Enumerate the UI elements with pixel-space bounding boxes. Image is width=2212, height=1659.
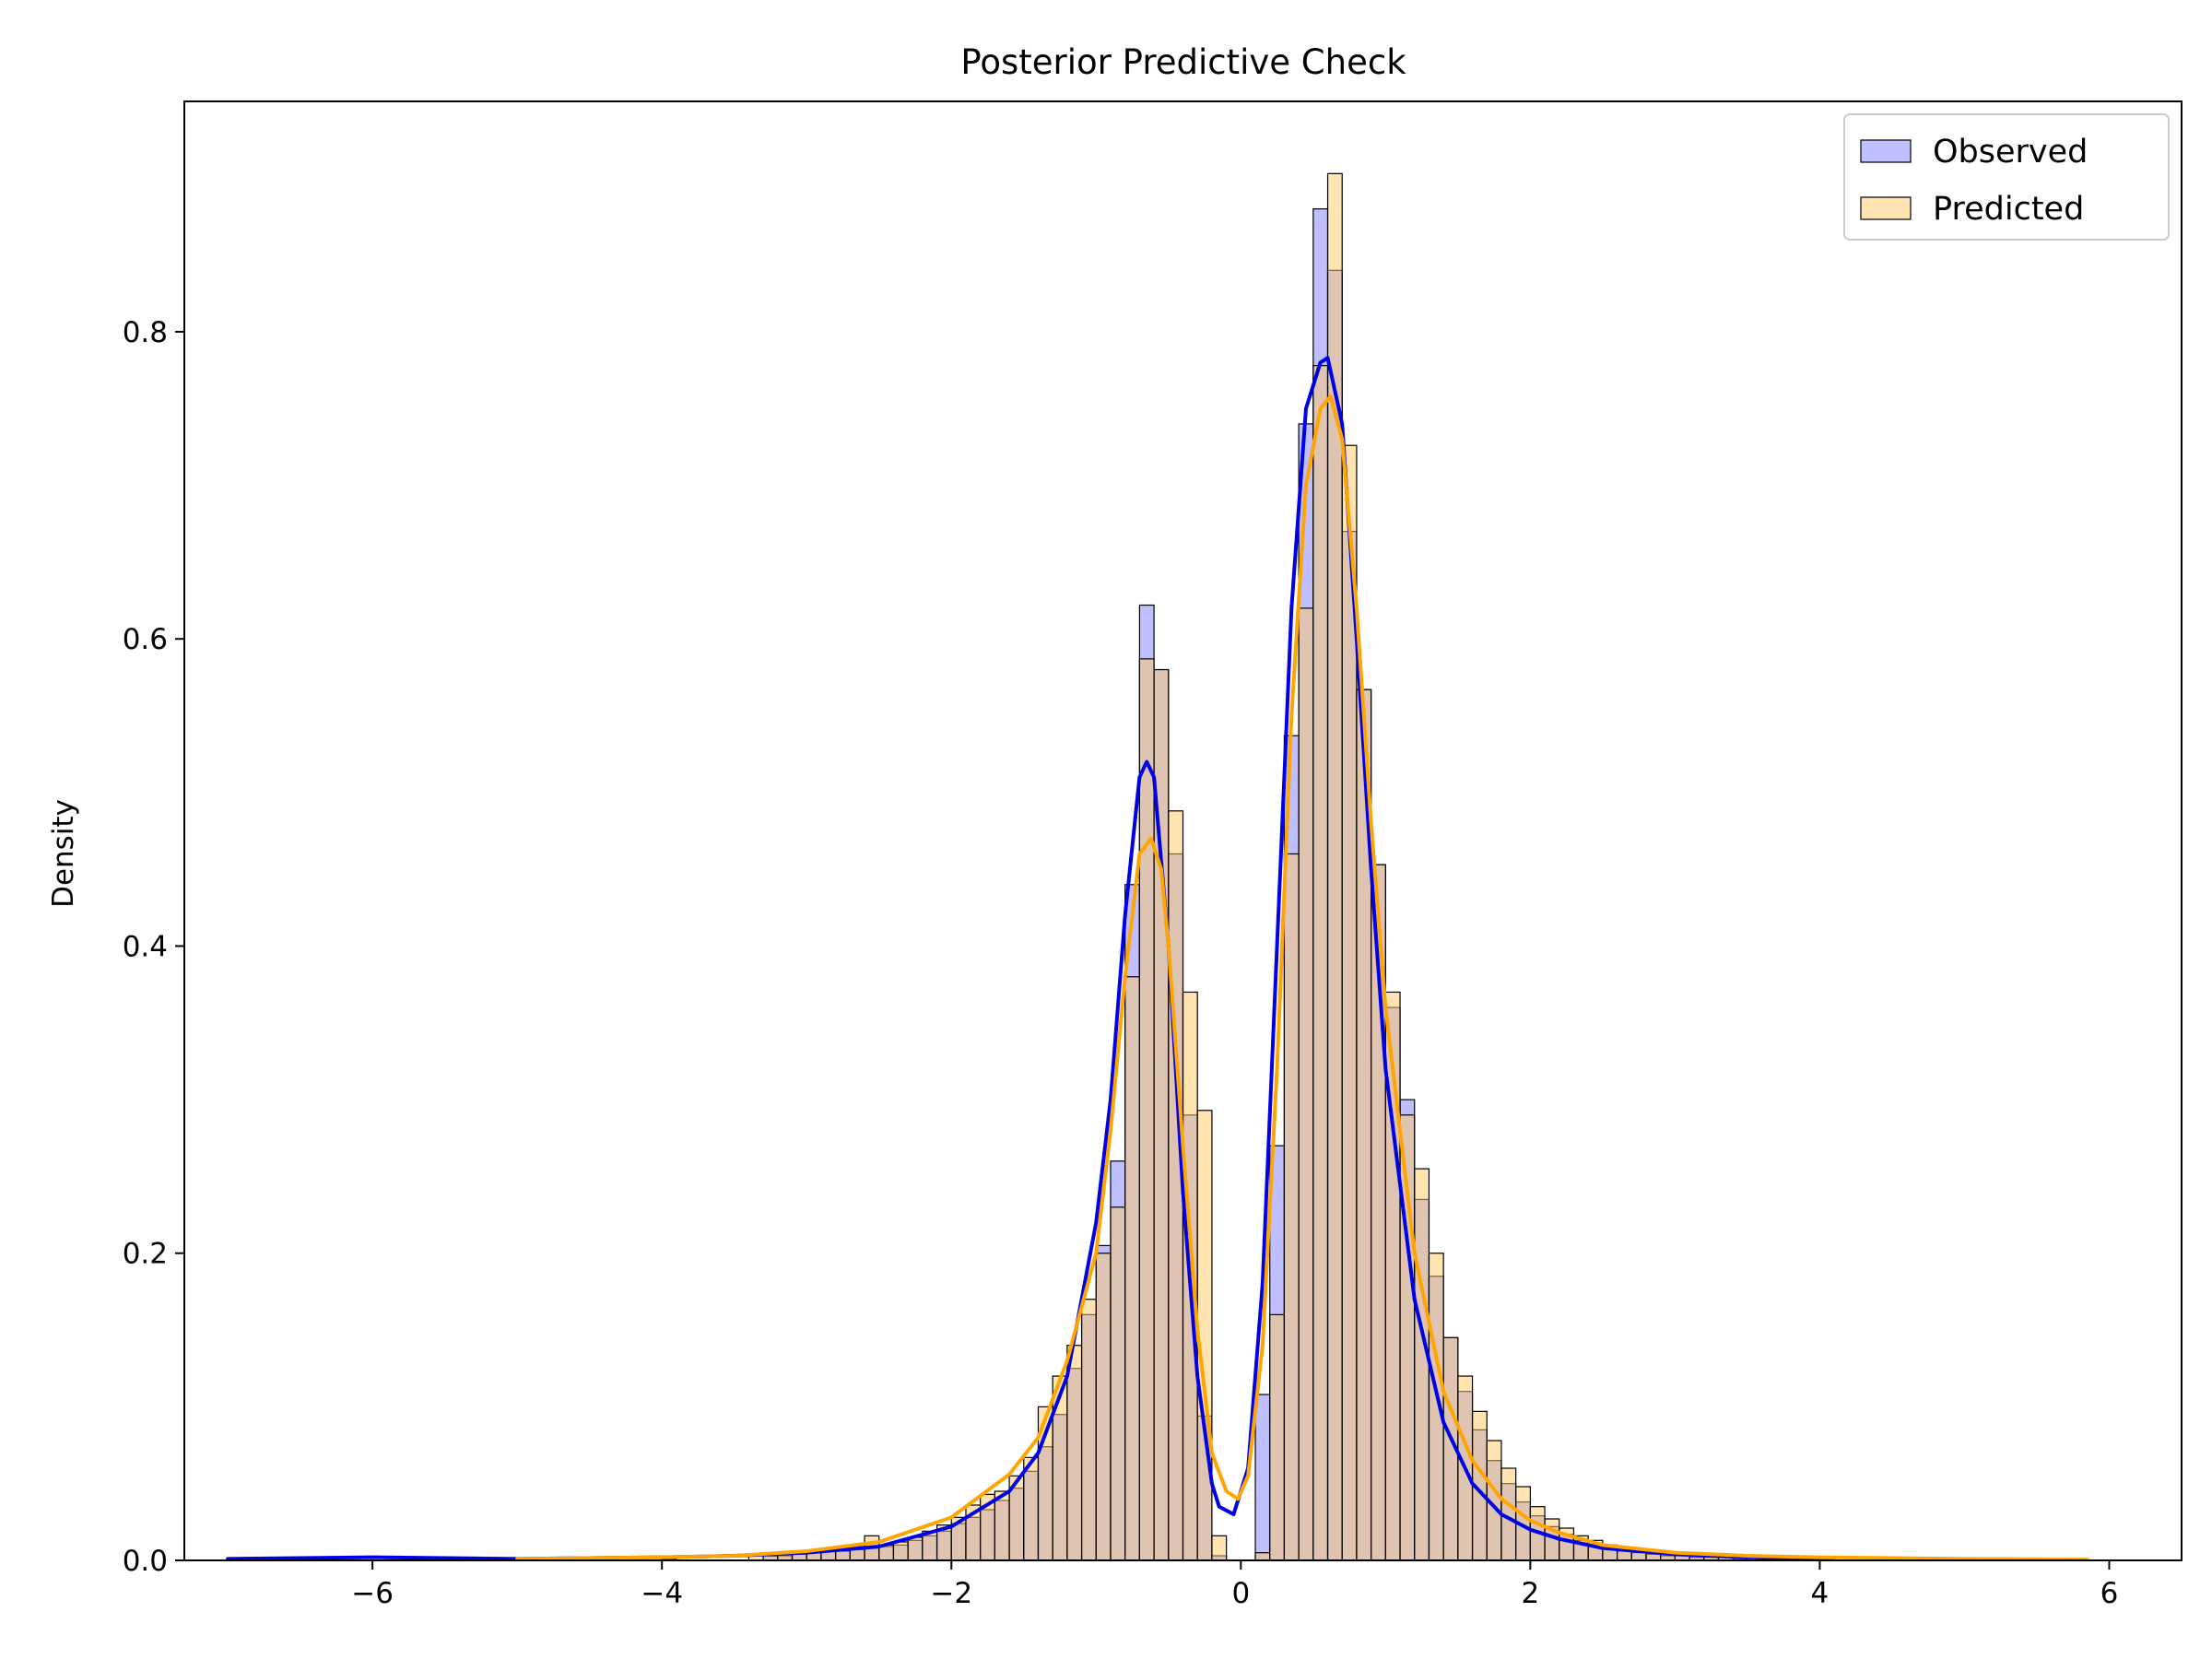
axes-frame	[183, 100, 2183, 1561]
bar-predicted-19	[994, 1490, 1010, 1561]
x-tick-label: −6	[351, 1577, 394, 1610]
y-axis-label: Density	[47, 799, 80, 908]
x-tick-label: 0	[1231, 1577, 1250, 1610]
bar-predicted-40	[1326, 172, 1343, 1561]
legend-swatch-observed	[1860, 139, 1912, 163]
bar-predicted-36	[1269, 1313, 1286, 1561]
x-tick-label: −4	[641, 1577, 683, 1610]
bar-predicted-27	[1110, 1206, 1126, 1561]
bar-predicted-35	[1254, 1552, 1271, 1561]
bar-observed-32	[1254, 1394, 1271, 1561]
y-tick-label: 0.2	[123, 1238, 168, 1271]
legend: Observed Predicted	[1843, 113, 2170, 241]
x-tick-label: −2	[930, 1577, 972, 1610]
y-tick-label: 0.6	[123, 623, 168, 656]
bar-predicted-46	[1414, 1168, 1430, 1561]
bar-predicted-12	[892, 1541, 909, 1561]
chart-title: Posterior Predictive Check	[960, 42, 1406, 82]
bar-predicted-29	[1138, 658, 1155, 1561]
legend-label-predicted: Predicted	[1933, 191, 2084, 228]
bar-predicted-38	[1298, 607, 1314, 1561]
y-tick-label: 0.4	[123, 930, 168, 963]
legend-box	[1843, 113, 2170, 241]
bar-predicted-13	[907, 1536, 924, 1561]
bar-predicted-34	[1211, 1535, 1228, 1561]
bar-predicted-28	[1124, 976, 1140, 1561]
bar-predicted-24	[1066, 1345, 1083, 1561]
bar-predicted-26	[1095, 1253, 1112, 1561]
kde-line-observed	[226, 356, 1822, 1561]
bar-predicted-25	[1080, 1299, 1097, 1561]
histogram-predicted	[516, 172, 1980, 1561]
legend-label-observed: Observed	[1933, 134, 2088, 171]
y-tick-label: 0.8	[123, 316, 168, 349]
legend-swatch-predicted	[1860, 196, 1912, 220]
x-tick-label: 6	[2100, 1577, 2119, 1610]
x-tick-label: 4	[1811, 1577, 1830, 1610]
bar-predicted-39	[1312, 365, 1329, 1561]
bar-predicted-21	[1023, 1456, 1040, 1561]
x-tick-label: 2	[1522, 1577, 1540, 1610]
kde-line-predicted	[515, 394, 2089, 1562]
plot-area	[226, 172, 2089, 1562]
bar-predicted-37	[1283, 853, 1300, 1561]
y-tick-label: 0.0	[123, 1545, 168, 1578]
axis-ticks: −6 −4 −2 0 2 4 6 0.0 0.2 0.4 0.6 0.8	[123, 316, 2119, 1610]
